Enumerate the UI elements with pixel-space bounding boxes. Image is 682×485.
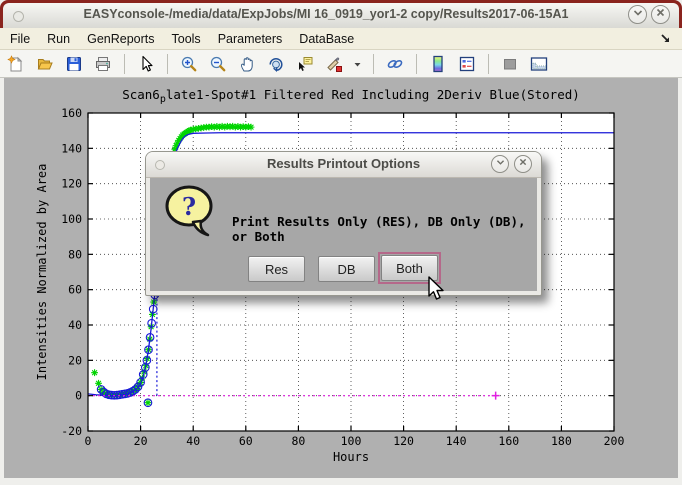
svg-text:100: 100 bbox=[61, 212, 82, 226]
svg-text:80: 80 bbox=[291, 434, 305, 448]
svg-text:160: 160 bbox=[498, 434, 519, 448]
menu-item-parameters[interactable]: Parameters bbox=[217, 31, 283, 46]
svg-text:40: 40 bbox=[186, 434, 200, 448]
dialog-title: Results Printout Options bbox=[266, 156, 421, 171]
dialog-titlebar[interactable]: Results Printout Options bbox=[146, 152, 541, 178]
x-axis-label: Hours bbox=[333, 450, 369, 464]
pan-icon[interactable] bbox=[237, 54, 257, 74]
insert-legend-icon[interactable] bbox=[457, 54, 477, 74]
menu-item-database[interactable]: DataBase bbox=[299, 31, 355, 46]
menu-bar: File Run GenReports Tools Parameters DataBase bbox=[0, 28, 682, 50]
series-stored-fit-markers bbox=[96, 290, 160, 408]
window-shade-button[interactable] bbox=[628, 5, 647, 24]
svg-text:140: 140 bbox=[446, 434, 467, 448]
toolbar bbox=[0, 50, 682, 78]
plot-title: Scan6plate1-Spot#1 Filtered Red Includin… bbox=[122, 87, 580, 105]
both-button[interactable]: Both bbox=[381, 255, 438, 281]
window-title: EASYconsole-/media/data/ExpJobs/MI 16_09… bbox=[83, 7, 569, 21]
window-frame: EASYconsole-/media/data/ExpJobs/MI 16_09… bbox=[0, 0, 682, 29]
svg-text:100: 100 bbox=[341, 434, 362, 448]
menu-item-run[interactable]: Run bbox=[47, 31, 71, 46]
insert-colorbar-icon[interactable] bbox=[428, 54, 448, 74]
chevron-down-icon bbox=[633, 10, 642, 16]
svg-text:20: 20 bbox=[134, 434, 148, 448]
print-figure-icon[interactable] bbox=[93, 54, 113, 74]
dialog-shade-button[interactable] bbox=[491, 155, 509, 173]
pointer-icon[interactable] bbox=[136, 54, 156, 74]
show-plot-tools-icon[interactable] bbox=[529, 54, 549, 74]
rotate-3d-icon[interactable] bbox=[266, 54, 286, 74]
link-plot-icon[interactable] bbox=[385, 54, 405, 74]
res-button[interactable]: Res bbox=[248, 256, 305, 282]
svg-text:40: 40 bbox=[68, 318, 82, 332]
menu-item-genreports[interactable]: GenReports bbox=[87, 31, 155, 46]
toolbar-separator bbox=[373, 53, 374, 74]
hide-plot-tools-icon[interactable] bbox=[500, 54, 520, 74]
y-axis-label: Intensities Normalized by Area bbox=[35, 164, 49, 381]
window-titlebar[interactable]: EASYconsole-/media/data/ExpJobs/MI 16_09… bbox=[3, 3, 679, 29]
new-figure-icon[interactable] bbox=[6, 54, 26, 74]
toolbar-separator bbox=[167, 53, 168, 74]
chevron-down-icon bbox=[496, 160, 504, 165]
svg-text:140: 140 bbox=[61, 141, 82, 155]
menu-item-tools[interactable]: Tools bbox=[171, 31, 201, 46]
db-button[interactable]: DB bbox=[318, 256, 375, 282]
svg-text:?: ? bbox=[182, 192, 196, 221]
mouse-cursor bbox=[428, 276, 444, 300]
close-icon bbox=[656, 8, 665, 17]
window-close-button[interactable] bbox=[651, 5, 670, 24]
tick-labels: 0 20 40 60 80 100 120 140 160 180 200-200204060801… bbox=[61, 106, 624, 448]
svg-text:120: 120 bbox=[61, 177, 82, 191]
zoom-in-icon[interactable] bbox=[179, 54, 199, 74]
brush-data-icon[interactable] bbox=[324, 54, 344, 74]
svg-text:-20: -20 bbox=[61, 424, 82, 438]
brush-dropdown-icon[interactable] bbox=[353, 54, 362, 74]
toolbar-separator bbox=[124, 53, 125, 74]
save-figure-icon[interactable] bbox=[64, 54, 84, 74]
svg-text:120: 120 bbox=[393, 434, 414, 448]
toolbar-separator bbox=[416, 53, 417, 74]
svg-text:20: 20 bbox=[68, 353, 82, 367]
zoom-out-icon[interactable] bbox=[208, 54, 228, 74]
svg-text:80: 80 bbox=[68, 247, 82, 261]
axes-box bbox=[87, 112, 615, 432]
svg-text:0: 0 bbox=[85, 434, 92, 448]
question-bubble-icon: ? bbox=[165, 185, 213, 237]
svg-text:200: 200 bbox=[604, 434, 625, 448]
window-menu-icon[interactable] bbox=[13, 11, 24, 22]
dock-arrow-icon[interactable] bbox=[659, 32, 672, 45]
dialog-body: ? Print Results Only (RES), DB Only (DB)… bbox=[150, 178, 537, 291]
both-button-focus-ring: Both bbox=[378, 252, 441, 284]
menu-item-file[interactable]: File bbox=[10, 31, 31, 46]
toolbar-separator bbox=[488, 53, 489, 74]
svg-text:60: 60 bbox=[239, 434, 253, 448]
dialog-message: Print Results Only (RES), DB Only (DB), … bbox=[232, 214, 526, 244]
svg-text:180: 180 bbox=[551, 434, 572, 448]
svg-text:160: 160 bbox=[61, 106, 82, 120]
svg-text:0: 0 bbox=[75, 389, 82, 403]
open-file-icon[interactable] bbox=[35, 54, 55, 74]
dialog-menu-icon[interactable] bbox=[155, 160, 165, 170]
dialog-close-button[interactable] bbox=[514, 155, 532, 173]
close-icon bbox=[519, 158, 527, 166]
svg-text:60: 60 bbox=[68, 283, 82, 297]
series-baseline bbox=[88, 391, 500, 400]
data-cursor-icon[interactable] bbox=[295, 54, 315, 74]
results-printout-dialog: Results Printout Options ? Print Results… bbox=[145, 151, 542, 296]
